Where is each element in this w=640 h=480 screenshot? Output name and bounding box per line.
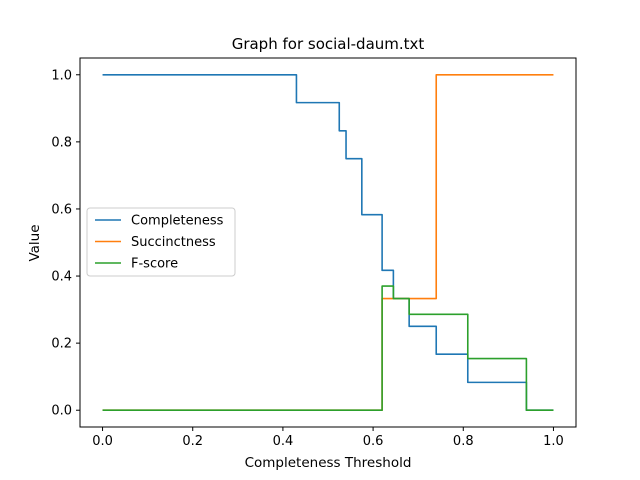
x-tick-label: 0.6 [363, 434, 384, 449]
chart-title: Graph for social-daum.txt [232, 35, 425, 53]
x-axis-label: Completeness Threshold [245, 455, 412, 471]
legend-label: F-score [131, 257, 178, 272]
y-tick-label: 1.0 [51, 68, 72, 83]
x-tick-label: 0.4 [273, 434, 294, 449]
x-tick-label: 0.2 [182, 434, 203, 449]
series-line-completeness [102, 73, 554, 412]
y-tick-label: 0.8 [51, 135, 72, 150]
axes-frame [79, 57, 577, 428]
y-axis-label: Value [27, 224, 43, 261]
x-tick-label: 1.0 [543, 434, 564, 449]
x-tick-label: 0.8 [453, 434, 474, 449]
y-tick-label: 0.0 [51, 404, 72, 419]
legend-label: Succinctness [131, 235, 216, 250]
x-tick-label: 0.0 [92, 434, 113, 449]
y-tick-label: 0.4 [51, 270, 72, 285]
legend-box [86, 207, 236, 277]
y-axis-ticks: 0.0 0.2 0.4 0.6 0.8 1.0 [51, 68, 80, 419]
axes-border [79, 57, 577, 428]
plot-area [102, 73, 554, 412]
legend-label: Completeness [131, 214, 224, 229]
legend: Completeness Succinctness F-score [86, 207, 236, 277]
series-line-f-score [102, 285, 554, 412]
x-axis-ticks: 0.0 0.2 0.4 0.6 0.8 1.0 [92, 427, 564, 449]
y-tick-label: 0.2 [51, 337, 72, 352]
y-tick-label: 0.6 [51, 202, 72, 217]
